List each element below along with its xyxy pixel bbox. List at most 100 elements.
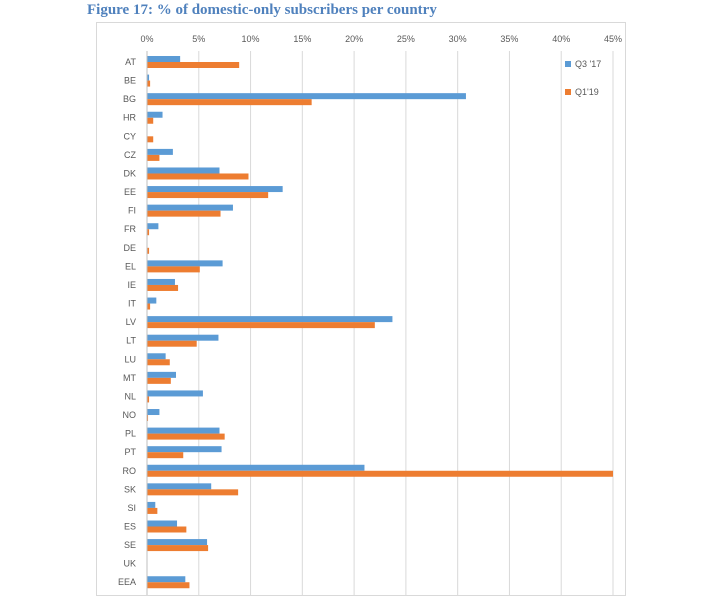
bar-be-series-1 bbox=[147, 74, 150, 81]
legend-swatch-series-2 bbox=[565, 89, 571, 95]
figure-title: Figure 17: % of domestic-only subscriber… bbox=[87, 2, 437, 18]
category-label-pl: PL bbox=[125, 429, 136, 439]
bar-si-series-2 bbox=[147, 507, 158, 514]
category-label-fr: FR bbox=[124, 224, 136, 234]
category-label-si: SI bbox=[127, 503, 136, 513]
category-label-fi: FI bbox=[128, 206, 136, 216]
category-label-ie: IE bbox=[127, 280, 136, 290]
bar-dk-series-1 bbox=[147, 167, 220, 174]
x-tick-label: 25% bbox=[397, 34, 415, 44]
bar-pt-series-1 bbox=[147, 446, 222, 453]
bar-ro-series-1 bbox=[147, 464, 365, 471]
category-label-lu: LU bbox=[124, 354, 136, 364]
bar-no-series-1 bbox=[147, 409, 160, 416]
bar-it-series-1 bbox=[147, 297, 157, 304]
x-axis-tick-labels: 0% 5% 10% 15% 20% 25% 30% 35% 40% 45% bbox=[140, 34, 622, 44]
bar-de-series-2 bbox=[147, 247, 150, 254]
bar-be-series-2 bbox=[147, 80, 151, 87]
bar-se-series-1 bbox=[147, 539, 208, 546]
bar-hr-series-1 bbox=[147, 111, 163, 118]
x-tick-label: 20% bbox=[345, 34, 363, 44]
category-label-mt: MT bbox=[123, 373, 136, 383]
bar-pt-series-2 bbox=[147, 452, 184, 459]
category-label-no: NO bbox=[123, 410, 137, 420]
bar-nl-series-2 bbox=[147, 396, 150, 403]
bar-sk-series-2 bbox=[147, 489, 239, 496]
bar-lu-series-1 bbox=[147, 353, 166, 360]
bar-bg-series-2 bbox=[147, 99, 312, 106]
x-tick-label: 30% bbox=[449, 34, 467, 44]
category-label-uk: UK bbox=[123, 559, 136, 569]
y-axis-category-labels: AT BE BG HR CY CZ DK EE FI FR DE EL IE IT LV LT LU MT NL NO… bbox=[118, 57, 137, 587]
category-label-se: SE bbox=[124, 540, 136, 550]
gridlines bbox=[198, 51, 614, 595]
x-tick-label: 35% bbox=[500, 34, 518, 44]
category-label-eea: EEA bbox=[118, 577, 136, 587]
bar-lt-series-1 bbox=[147, 334, 219, 341]
bar-lu-series-2 bbox=[147, 359, 170, 366]
category-label-de: DE bbox=[123, 243, 136, 253]
bar-sk-series-1 bbox=[147, 483, 212, 490]
category-label-be: BE bbox=[124, 76, 136, 86]
category-label-nl: NL bbox=[124, 391, 136, 401]
category-label-sk: SK bbox=[124, 484, 136, 494]
category-label-pt: PT bbox=[124, 447, 136, 457]
bar-ie-series-2 bbox=[147, 284, 179, 291]
category-label-lt: LT bbox=[126, 336, 136, 346]
category-label-cz: CZ bbox=[124, 150, 136, 160]
bar-fi-series-2 bbox=[147, 210, 221, 217]
bar-lv-series-2 bbox=[147, 322, 375, 329]
x-tick-label: 15% bbox=[293, 34, 311, 44]
category-label-at: AT bbox=[125, 57, 136, 67]
x-tick-label: 5% bbox=[192, 34, 205, 44]
bar-eea-series-2 bbox=[147, 582, 190, 589]
legend: Q3 '17 Q1'19 bbox=[565, 59, 601, 97]
category-label-it: IT bbox=[128, 299, 137, 309]
bar-it-series-2 bbox=[147, 303, 151, 310]
legend-label-series-2: Q1'19 bbox=[575, 87, 599, 97]
bar-cy-series-2 bbox=[147, 136, 154, 143]
category-label-ro: RO bbox=[123, 466, 137, 476]
category-label-ee: EE bbox=[124, 187, 136, 197]
bar-nl-series-1 bbox=[147, 390, 203, 397]
bar-ro-series-2 bbox=[147, 470, 613, 477]
bar-bg-series-1 bbox=[147, 93, 466, 100]
x-tick-label: 45% bbox=[604, 34, 622, 44]
bar-pl-series-2 bbox=[147, 433, 225, 440]
bar-fr-series-2 bbox=[147, 229, 150, 236]
bar-si-series-1 bbox=[147, 501, 156, 508]
bar-pl-series-1 bbox=[147, 427, 220, 434]
bar-at-series-1 bbox=[147, 56, 181, 62]
category-label-hr: HR bbox=[123, 113, 136, 123]
bar-lt-series-2 bbox=[147, 340, 197, 347]
bar-cz-series-1 bbox=[147, 148, 173, 155]
bar-hr-series-2 bbox=[147, 117, 154, 124]
category-label-bg: BG bbox=[123, 94, 136, 104]
category-label-lv: LV bbox=[126, 317, 136, 327]
legend-label-series-1: Q3 '17 bbox=[575, 59, 601, 69]
bar-dk-series-2 bbox=[147, 173, 249, 180]
bar-mt-series-1 bbox=[147, 371, 176, 378]
x-tick-label: 10% bbox=[242, 34, 260, 44]
x-tick-label: 40% bbox=[552, 34, 570, 44]
category-label-el: EL bbox=[125, 261, 136, 271]
category-label-cy: CY bbox=[123, 131, 136, 141]
bar-chart: 0% 5% 10% 15% 20% 25% 30% 35% 40% 45% AT BE BG HR CY C… bbox=[118, 34, 622, 595]
bar-el-series-1 bbox=[147, 260, 223, 267]
bar-lv-series-1 bbox=[147, 316, 393, 323]
bar-at-series-2 bbox=[147, 62, 240, 68]
bar-el-series-2 bbox=[147, 266, 200, 273]
bar-series bbox=[147, 56, 613, 589]
bar-es-series-1 bbox=[147, 520, 178, 527]
category-label-es: ES bbox=[124, 522, 136, 532]
bar-ee-series-1 bbox=[147, 186, 283, 193]
chart-frame: 0% 5% 10% 15% 20% 25% 30% 35% 40% 45% AT BE BG HR CY C… bbox=[96, 22, 626, 596]
bar-fi-series-1 bbox=[147, 204, 233, 211]
bar-no-series-2 bbox=[147, 415, 149, 422]
bar-mt-series-2 bbox=[147, 377, 171, 384]
bar-eea-series-1 bbox=[147, 576, 186, 583]
bar-ie-series-1 bbox=[147, 278, 175, 285]
category-label-dk: DK bbox=[123, 168, 136, 178]
bar-se-series-2 bbox=[147, 545, 209, 552]
x-tick-label: 0% bbox=[140, 34, 153, 44]
